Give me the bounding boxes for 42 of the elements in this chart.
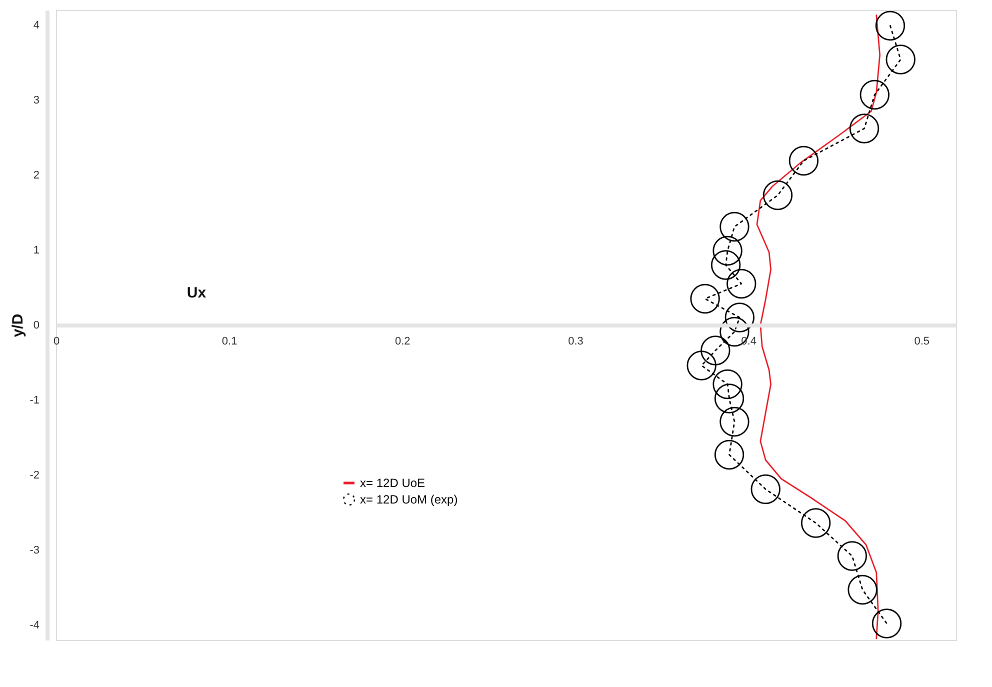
line-series: [756, 14, 881, 640]
point: [762, 180, 793, 210]
point: [714, 384, 744, 414]
x-tick-label: 0.1: [222, 336, 238, 348]
x-tick-label: 0.2: [395, 336, 410, 348]
y-tick-label: 2: [33, 170, 40, 182]
point: [875, 10, 906, 41]
y-axis-title: y/D: [10, 314, 27, 338]
point: [720, 212, 750, 242]
point: [686, 350, 716, 380]
y-tick-label: 3: [33, 94, 40, 106]
x-tick-label: 0.5: [914, 336, 930, 348]
point: [750, 474, 780, 504]
point: [872, 608, 902, 638]
point: [800, 508, 831, 538]
x-tick-label: 0: [53, 336, 60, 348]
point: [712, 369, 742, 400]
point: [724, 302, 754, 332]
point: [837, 541, 867, 571]
legend-label: x= 12D UoM (exp): [360, 492, 458, 506]
point: [788, 146, 819, 176]
point: [726, 268, 756, 299]
y-tick-label: 0: [33, 320, 40, 332]
x-axis-title: Ux: [186, 284, 207, 302]
y-tick-label: -3: [30, 544, 40, 556]
point: [690, 284, 720, 314]
point: [700, 336, 730, 366]
point: [710, 250, 741, 280]
point: [886, 44, 916, 74]
point: [848, 574, 878, 605]
legend-label: x= 12D UoE: [360, 476, 426, 490]
point: [714, 440, 744, 470]
y-tick-label: -1: [30, 394, 40, 406]
point: [720, 406, 750, 437]
y-tick-label: 4: [33, 20, 40, 32]
point: [849, 114, 880, 144]
x-tick-label: 0.3: [568, 336, 584, 348]
point: [712, 236, 742, 266]
y-tick-label: -2: [30, 470, 40, 482]
y-tick-label: -4: [30, 620, 40, 632]
point: [860, 80, 890, 110]
y-tick-label: 1: [33, 244, 40, 256]
